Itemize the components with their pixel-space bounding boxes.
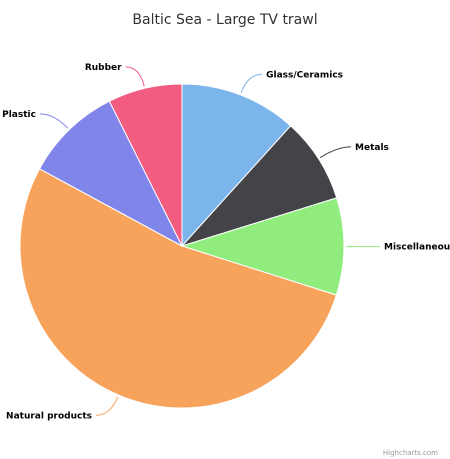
pie-slice-glass-ceramics[interactable] <box>181 83 292 248</box>
slice-label-plastic: Plastic <box>2 110 36 120</box>
slice-label-miscellaneous: Miscellaneous <box>384 243 450 253</box>
credits-link[interactable]: Highcharts.com <box>383 449 438 457</box>
connector-plastic <box>39 113 69 129</box>
chart-title: Baltic Sea - Large TV trawl <box>132 12 317 28</box>
pie-slice-plastic[interactable] <box>38 100 184 248</box>
pie-slices <box>19 83 345 409</box>
slice-label-metals: Metals <box>355 143 389 153</box>
label-connectors <box>39 66 380 416</box>
pie-slice-rubber[interactable] <box>108 83 183 247</box>
slice-label-glass-ceramics: Glass/Ceramics <box>266 70 343 80</box>
slice-labels: Glass/Ceramics Metals Miscellaneous Natural… <box>2 63 450 421</box>
pie-slice-metals[interactable] <box>180 125 338 248</box>
connector-glass-ceramics <box>240 73 263 94</box>
slice-label-rubber: Rubber <box>85 63 122 73</box>
pie-slice-miscellaneous[interactable] <box>180 197 345 296</box>
connector-natural-products <box>95 396 119 416</box>
pie-slice-natural-products[interactable] <box>19 168 338 409</box>
slice-label-natural-products: Natural products <box>6 411 92 421</box>
connector-rubber <box>125 66 145 87</box>
connector-metals <box>319 146 352 159</box>
